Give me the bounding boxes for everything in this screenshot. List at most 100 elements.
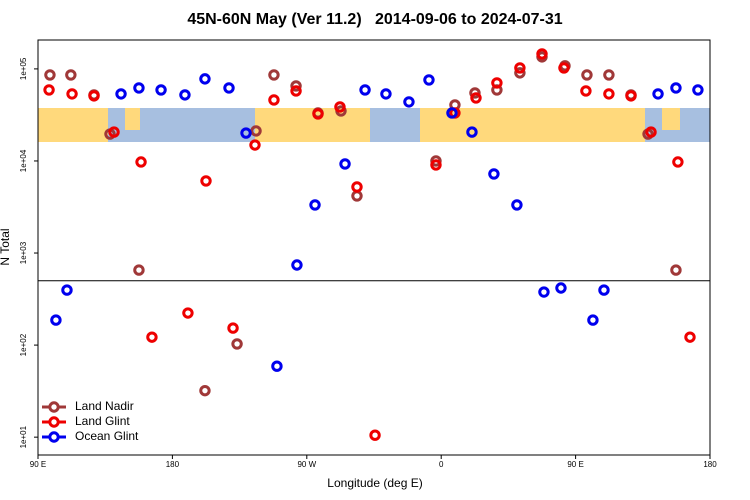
legend-marker <box>48 431 60 443</box>
point <box>580 85 592 97</box>
land <box>662 108 680 130</box>
legend-item: Ocean Glint <box>42 429 139 443</box>
legend-label: Land Glint <box>75 414 130 428</box>
point <box>536 48 548 60</box>
point <box>179 89 191 101</box>
point <box>558 62 570 74</box>
chart-title: 45N-60N May (Ver 11.2) 2014-09-06 to 202… <box>187 11 562 28</box>
x-tick-label: 0 <box>439 460 444 469</box>
point <box>538 286 550 298</box>
point <box>403 96 415 108</box>
point <box>491 77 503 89</box>
y-tick-label: 1e+03 <box>19 241 28 264</box>
point <box>334 101 346 113</box>
point <box>108 126 120 138</box>
point <box>692 84 704 96</box>
point <box>581 69 593 81</box>
point <box>182 307 194 319</box>
map-strip <box>38 108 710 142</box>
point <box>290 80 302 92</box>
legend-item: Land Nadir <box>42 399 134 413</box>
point <box>309 199 321 211</box>
point <box>670 264 682 276</box>
point <box>470 92 482 104</box>
point <box>231 338 243 350</box>
point <box>430 159 442 171</box>
point <box>199 73 211 85</box>
point <box>291 259 303 271</box>
land <box>38 108 108 142</box>
point <box>268 69 280 81</box>
point <box>223 82 235 94</box>
point <box>240 127 252 139</box>
point <box>88 90 100 102</box>
point <box>199 384 211 397</box>
land <box>420 108 645 142</box>
point <box>684 331 696 343</box>
point <box>66 88 78 100</box>
point <box>351 181 363 193</box>
point <box>359 84 371 96</box>
point <box>250 125 262 137</box>
point <box>488 168 500 180</box>
point <box>430 155 442 167</box>
point <box>514 67 526 79</box>
point <box>380 88 392 100</box>
point <box>598 284 610 296</box>
point <box>290 85 302 97</box>
land <box>125 108 140 130</box>
point <box>65 69 77 81</box>
point <box>555 282 567 294</box>
point <box>511 199 523 211</box>
point <box>115 88 127 100</box>
point <box>155 84 167 96</box>
point <box>652 88 664 100</box>
legend-label: Ocean Glint <box>75 429 139 443</box>
plot-frame <box>37 39 711 456</box>
point <box>351 190 363 202</box>
point <box>227 322 239 334</box>
legend-item: Land Glint <box>42 414 130 428</box>
legend-label: Land Nadir <box>75 399 134 413</box>
point <box>271 360 283 372</box>
point <box>603 69 615 81</box>
point <box>133 82 145 94</box>
point <box>423 74 435 86</box>
point <box>146 331 158 343</box>
point <box>135 156 147 168</box>
x-tick-label: 180 <box>703 460 717 469</box>
point <box>249 139 261 151</box>
point <box>466 126 478 138</box>
point <box>645 126 657 138</box>
point <box>672 156 684 168</box>
point <box>587 314 599 326</box>
point <box>50 314 62 326</box>
x-tick-label: 90 E <box>567 460 583 469</box>
point <box>670 82 682 94</box>
point <box>339 158 351 170</box>
x-tick-label: 180 <box>166 460 180 469</box>
x-tick-label: 90 W <box>297 460 316 469</box>
point <box>312 108 324 120</box>
x-axis-label: Longitude (deg E) <box>327 476 422 490</box>
x-tick-label: 90 E <box>30 460 46 469</box>
point <box>133 264 145 276</box>
legend-marker <box>48 401 60 413</box>
y-tick-label: 1e+04 <box>19 149 28 172</box>
point <box>44 69 56 81</box>
point <box>603 88 615 100</box>
point <box>625 90 637 102</box>
point <box>200 175 212 187</box>
y-tick-label: 1e+05 <box>19 57 28 80</box>
point <box>61 284 73 296</box>
y-axis-label: N Total <box>0 228 12 265</box>
point <box>446 107 458 119</box>
point <box>369 429 381 441</box>
y-tick-label: 1e+01 <box>19 425 28 448</box>
legend-marker <box>48 416 60 428</box>
point <box>268 94 280 106</box>
y-tick-label: 1e+02 <box>19 333 28 356</box>
point <box>514 62 526 74</box>
point <box>43 84 55 96</box>
